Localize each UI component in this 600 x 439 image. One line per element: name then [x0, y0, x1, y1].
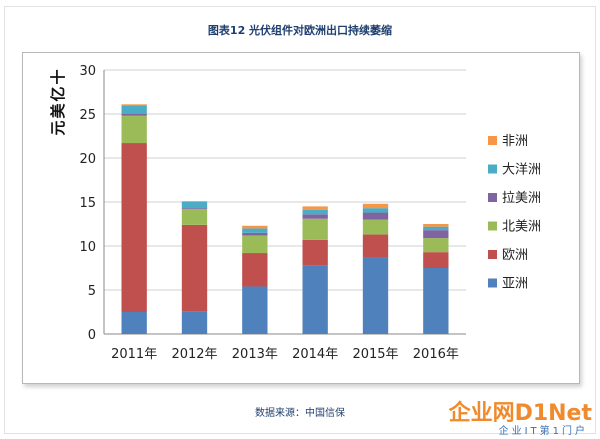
y-axis-label-char: 美	[49, 103, 67, 119]
x-tick-label: 2012年	[171, 347, 217, 362]
bar-segment	[242, 225, 268, 229]
bar-segment	[362, 234, 389, 258]
legend-swatch	[488, 193, 497, 202]
x-tick-label: 2013年	[232, 347, 278, 362]
y-tick-label: 25	[79, 108, 96, 123]
bar-segment	[121, 104, 147, 106]
source-note: 数据来源：中国信保	[255, 408, 345, 419]
y-tick-label: 5	[88, 284, 96, 299]
plot-frame	[22, 52, 580, 384]
legend-label: 拉美洲	[502, 191, 541, 206]
y-tick-label: 10	[79, 240, 96, 255]
legend-label: 非洲	[502, 134, 528, 149]
bar-segment	[181, 209, 208, 225]
bar-segment	[181, 208, 208, 210]
bar-segment	[362, 219, 389, 235]
bar-segment	[302, 206, 328, 210]
x-tick-label: 2016年	[413, 347, 459, 362]
bar-segment	[423, 230, 449, 239]
y-tick-label: 15	[79, 196, 96, 211]
bar-segment	[181, 201, 208, 202]
bar-segment	[362, 212, 389, 220]
bar-segment	[302, 209, 328, 215]
bar-segment	[302, 214, 328, 219]
legend-label: 亚洲	[502, 277, 528, 292]
bar-segment	[121, 105, 147, 114]
bar-segment	[362, 203, 389, 209]
bar-segment	[242, 232, 268, 236]
bar-segment	[181, 224, 208, 312]
bar-segment	[121, 312, 147, 334]
bar-segment	[362, 257, 389, 334]
bar-segment	[242, 253, 268, 287]
x-tick-label: 2015年	[352, 347, 398, 362]
bar-segment	[423, 238, 449, 253]
x-tick-label: 2014年	[292, 347, 338, 362]
bar-segment	[362, 208, 389, 213]
y-tick-label: 20	[79, 152, 96, 167]
legend-label: 北美洲	[502, 220, 541, 235]
legend-swatch	[488, 136, 497, 145]
watermark-main-text: 企业网D1Net	[448, 401, 592, 426]
bar-segment	[242, 235, 268, 254]
bar-segment	[302, 218, 328, 240]
y-tick-label: 0	[88, 328, 96, 343]
legend-swatch	[488, 221, 497, 231]
bar-segment	[423, 226, 449, 231]
bar-segment	[302, 265, 328, 334]
x-tick-label: 2011年	[111, 347, 157, 362]
y-axis-label-char: 亿	[49, 86, 67, 101]
chart-title: 图表12 光伏组件对欧洲出口持续萎缩	[207, 24, 393, 37]
legend-label: 大洋洲	[502, 163, 541, 178]
bar-segment	[121, 114, 147, 116]
bar-segment	[423, 268, 449, 334]
bar-segment	[181, 311, 208, 334]
bar-segment	[121, 115, 147, 144]
y-axis-label-char: 十	[49, 69, 67, 84]
legend-label: 欧洲	[502, 248, 528, 263]
bar-segment	[242, 228, 268, 233]
y-tick-label: 30	[79, 64, 96, 79]
legend-swatch	[488, 250, 497, 259]
legend-swatch	[488, 164, 497, 174]
bar-segment	[181, 202, 208, 209]
watermark-sub-text: 企业IT第1门户	[498, 426, 588, 437]
legend-swatch	[488, 278, 497, 288]
watermark-logo: 企业网D1Net 企业IT第1门户	[422, 395, 592, 437]
y-axis-label-char: 元	[49, 120, 67, 135]
bar-segment	[423, 252, 449, 268]
bar-segment	[242, 286, 268, 334]
bar-segment	[302, 239, 328, 266]
bar-segment	[121, 143, 147, 312]
bar-segment	[423, 224, 449, 227]
